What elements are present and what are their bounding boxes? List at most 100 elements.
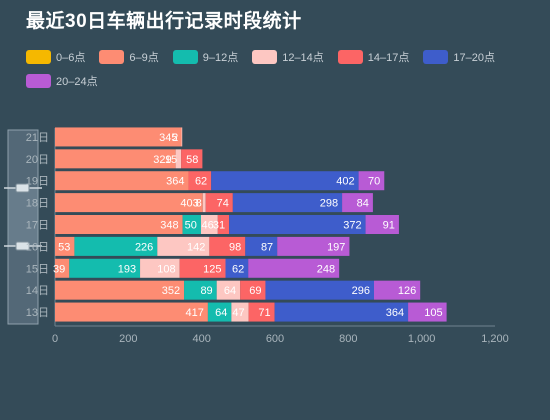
- bar-segment[interactable]: [182, 215, 201, 234]
- bar-data-label: 248: [317, 263, 335, 275]
- bar-segment[interactable]: [245, 236, 278, 256]
- legend-label: 17–20点: [453, 52, 495, 64]
- bar-segment[interactable]: [248, 258, 340, 278]
- legend-swatch: [423, 50, 449, 64]
- bar-data-label: 62: [195, 176, 207, 188]
- bar-segment[interactable]: [157, 236, 210, 256]
- bar-segment[interactable]: [179, 258, 226, 278]
- zoom-slider-track[interactable]: [7, 129, 39, 325]
- bar-data-label: 348: [160, 220, 178, 232]
- bar-data-label: 298: [320, 198, 338, 210]
- bar-segment[interactable]: [55, 302, 208, 322]
- bar-data-label: 125: [203, 263, 221, 275]
- bar-segment[interactable]: [74, 236, 158, 256]
- bar-segment[interactable]: [374, 280, 421, 300]
- legend-label: 0–6点: [56, 52, 86, 64]
- legend-item[interactable]: 17–20点: [423, 50, 495, 64]
- bar-data-label: 39: [53, 263, 65, 275]
- bar-segment[interactable]: [342, 193, 373, 213]
- chart-title: 最近30日车辆出行记录时段统计: [26, 11, 302, 32]
- x-tick-label: 0: [52, 333, 58, 345]
- bar-segment[interactable]: [140, 258, 180, 278]
- bar-data-label: 84: [357, 198, 369, 210]
- bar-segment[interactable]: [55, 127, 182, 147]
- legend-item[interactable]: 20–24点: [26, 74, 98, 88]
- bar-data-label: 197: [327, 241, 345, 253]
- bar-segment[interactable]: [277, 236, 350, 256]
- bar-data-label: 64: [215, 307, 227, 319]
- bar-segment[interactable]: [181, 127, 183, 147]
- bar-data-label: 74: [217, 198, 229, 210]
- bar-segment[interactable]: [175, 149, 182, 169]
- bar-segment[interactable]: [181, 149, 203, 169]
- y-tick-label: 18日: [26, 198, 49, 210]
- bar-segment[interactable]: [232, 193, 343, 213]
- zoom-slider-window[interactable]: [8, 188, 38, 246]
- bar-segment[interactable]: [55, 236, 75, 256]
- bar-segment[interactable]: [225, 258, 249, 278]
- bar-data-label: 71: [258, 307, 270, 319]
- bar-segment[interactable]: [209, 236, 246, 256]
- bar-segment[interactable]: [55, 171, 189, 191]
- bar-segment[interactable]: [55, 280, 185, 300]
- y-tick-label: 19日: [26, 176, 49, 188]
- bar-segment[interactable]: [216, 280, 241, 300]
- bar-segment[interactable]: [184, 280, 217, 300]
- legend-swatch: [26, 74, 51, 88]
- bar-data-label: 46: [202, 220, 214, 232]
- chart-legend[interactable]: 0–6点 6–9点 9–12点 12–14点 14–17点 17–20点 20–24点: [26, 50, 526, 88]
- bar-segment[interactable]: [202, 193, 206, 213]
- bar-segment[interactable]: [200, 215, 218, 234]
- bar-data-label: 364: [386, 307, 404, 319]
- bar-segment[interactable]: [358, 171, 385, 191]
- bar-data-label: 87: [261, 241, 273, 253]
- bar-segment[interactable]: [229, 215, 366, 234]
- bar-segment[interactable]: [188, 171, 212, 191]
- bar-segment[interactable]: [211, 171, 359, 191]
- x-tick-label: 1,200: [481, 333, 509, 345]
- x-tick-label: 400: [192, 333, 210, 345]
- y-tick-label: 17日: [26, 220, 49, 232]
- bar-segment[interactable]: [55, 193, 203, 213]
- bar-data-label: 98: [229, 241, 241, 253]
- bar-data-label: 364: [166, 176, 184, 188]
- legend-item[interactable]: 14–17点: [337, 50, 409, 64]
- y-tick-label: 16日: [26, 241, 49, 253]
- bar-data-label: 105: [424, 307, 442, 319]
- zoom-handle[interactable]: [15, 183, 30, 193]
- bar-segment[interactable]: [265, 280, 374, 300]
- bar-segment[interactable]: [205, 193, 233, 213]
- bar-segment[interactable]: [408, 302, 447, 322]
- bar-segment[interactable]: [55, 149, 176, 169]
- legend-swatch: [26, 50, 51, 64]
- x-tick-label: 800: [339, 333, 357, 345]
- legend-item[interactable]: 0–6点: [26, 50, 85, 64]
- bar-segment[interactable]: [69, 258, 141, 278]
- bar-data-label: 402: [336, 176, 354, 188]
- bar-segment[interactable]: [55, 215, 183, 234]
- bar-data-label: 89: [200, 285, 212, 297]
- bar-data-label: 108: [157, 263, 175, 275]
- legend-item[interactable]: 12–14点: [252, 50, 324, 64]
- bar-segment[interactable]: [274, 302, 409, 322]
- legend-item[interactable]: 6–9点: [99, 50, 159, 64]
- bar-segment[interactable]: [231, 302, 249, 322]
- bar-segment[interactable]: [240, 280, 266, 300]
- y-tick-label: 13日: [26, 307, 49, 319]
- bar-segment[interactable]: [365, 215, 399, 234]
- bar-segment[interactable]: [207, 302, 232, 322]
- bar-data-label: 91: [383, 220, 395, 232]
- x-tick-label: 1,000: [408, 333, 436, 345]
- bar-segment[interactable]: [248, 302, 275, 322]
- bar-segment[interactable]: [55, 258, 70, 278]
- bar-segment[interactable]: [217, 215, 230, 234]
- legend-swatch: [99, 50, 125, 64]
- legend-swatch: [337, 50, 363, 64]
- bar-data-label: 31: [213, 220, 225, 232]
- bar-data-label: 352: [162, 285, 180, 297]
- zoom-handle[interactable]: [15, 241, 30, 251]
- legend-item[interactable]: 9–12点: [172, 50, 239, 64]
- bar-data-label: 403: [180, 198, 198, 210]
- bar-data-label: 226: [135, 241, 153, 253]
- legend-label: 9–12点: [202, 52, 239, 64]
